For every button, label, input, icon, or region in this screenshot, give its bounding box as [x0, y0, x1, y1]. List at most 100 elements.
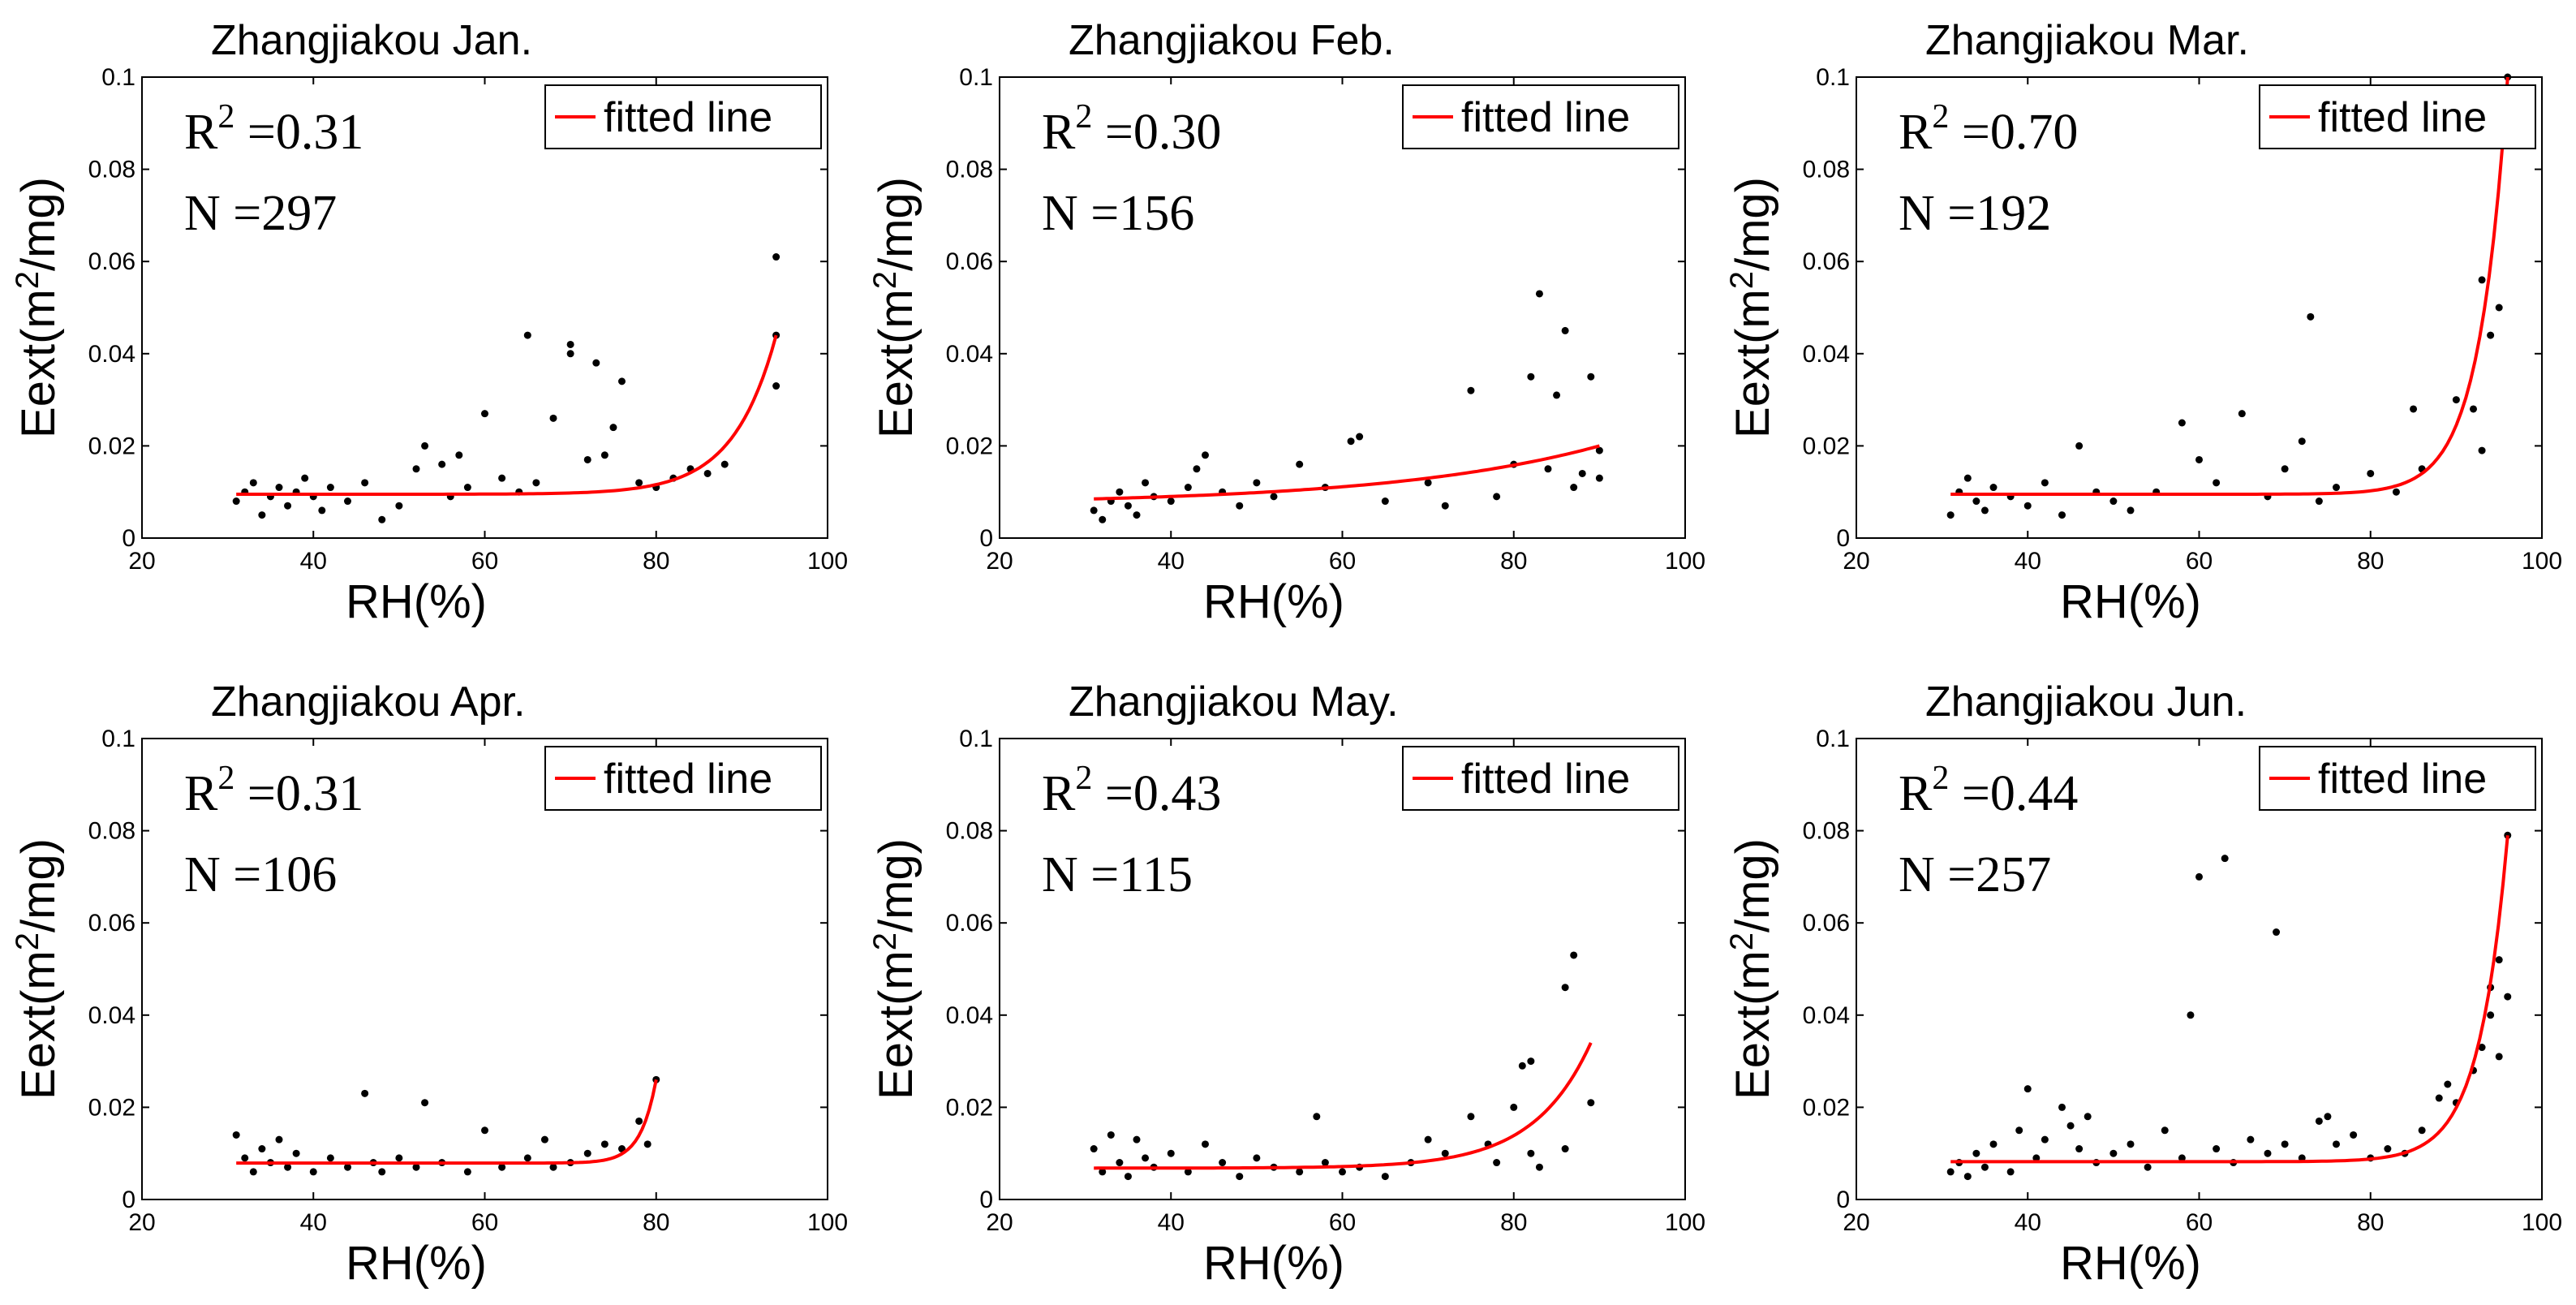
data-point: [540, 1135, 548, 1143]
y-tick-label: 0.1: [101, 64, 135, 91]
y-tick-label: 0: [979, 525, 993, 552]
y-tick-label: 0.08: [88, 157, 135, 183]
data-point: [1296, 460, 1304, 468]
data-point: [1561, 1145, 1569, 1153]
chart-panel: 20 40 60 80 100 0 0.02 0.04 0.06 0.08 0.1 Zhangjiak…: [1724, 678, 2562, 1290]
data-point: [463, 1168, 471, 1176]
data-point: [1381, 1173, 1389, 1181]
x-tick-label: 80: [2357, 1209, 2384, 1236]
y-tick-label: 0.08: [946, 818, 993, 845]
data-point: [249, 1168, 257, 1176]
data-point: [2187, 1011, 2195, 1019]
data-point: [1347, 437, 1355, 446]
fitted-line: [1950, 77, 2509, 496]
data-point: [2015, 1126, 2023, 1135]
data-point: [1313, 1113, 1321, 1121]
x-axis-label: RH(%): [346, 1237, 487, 1290]
data-point: [583, 1149, 591, 1157]
data-point: [566, 340, 574, 348]
chart-panel: 20 40 60 80 100 0 0.02 0.04 0.06 0.08 0.1 Zhangjiak…: [10, 17, 848, 628]
y-tick-label: 0.08: [88, 818, 135, 845]
data-point: [2195, 872, 2203, 881]
data-point: [1587, 1099, 1595, 1107]
data-point: [703, 469, 712, 477]
data-point: [378, 1168, 386, 1176]
x-tick-label: 80: [1500, 1209, 1527, 1236]
data-point: [2478, 1044, 2486, 1052]
data-point: [2495, 304, 2503, 312]
data-point: [1424, 479, 1432, 487]
data-point: [1356, 433, 1364, 441]
data-point: [1527, 373, 1535, 381]
data-point: [275, 484, 283, 492]
data-point: [2315, 497, 2323, 506]
data-point: [2478, 446, 2486, 454]
data-point: [600, 451, 609, 459]
data-point: [2006, 1168, 2015, 1176]
data-point: [2161, 1126, 2169, 1135]
data-point: [1972, 1149, 1980, 1157]
data-point: [2075, 1145, 2084, 1153]
data-point: [1510, 1103, 1518, 1111]
data-point: [361, 479, 369, 487]
data-point: [635, 1117, 643, 1125]
x-tick-label: 100: [1665, 548, 1705, 575]
data-point: [2084, 1113, 2092, 1121]
x-tick-label: 100: [807, 548, 848, 575]
legend-label: fitted line: [1461, 94, 1630, 141]
x-tick-label: 60: [1329, 1209, 1356, 1236]
data-point: [2195, 455, 2203, 463]
y-axis-label: Eext(m2/mg): [1724, 838, 1779, 1100]
x-axis-label: RH(%): [346, 575, 487, 628]
data-point: [2023, 502, 2032, 510]
data-point: [412, 465, 420, 473]
x-tick-label: 20: [986, 1209, 1013, 1236]
x-tick-label: 20: [1843, 548, 1869, 575]
sample-count-label: N =192: [1899, 186, 2051, 241]
legend-label: fitted line: [604, 756, 772, 803]
data-point: [481, 1126, 488, 1135]
x-tick-label: 40: [1158, 1209, 1185, 1236]
data-point: [618, 1145, 626, 1153]
x-tick-label: 40: [2015, 1209, 2041, 1236]
data-point: [772, 382, 781, 390]
data-point: [232, 497, 240, 506]
data-point: [1142, 479, 1150, 487]
r-squared-label: R2 =0.70: [1899, 98, 2078, 160]
data-point: [1561, 326, 1569, 334]
data-point: [318, 506, 326, 515]
data-point: [2470, 405, 2477, 413]
y-tick-label: 0.06: [946, 910, 993, 937]
data-point: [309, 1168, 317, 1176]
plot-area: [1856, 738, 2543, 1200]
data-point: [1133, 511, 1141, 519]
panel-title: Zhangjiakou Apr.: [211, 678, 525, 726]
data-point: [1184, 1168, 1192, 1176]
data-point: [1595, 474, 1603, 482]
panel-title: Zhangjiakou Jun.: [1925, 678, 2247, 726]
x-tick-label: 20: [1843, 1209, 1869, 1236]
panel-title: Zhangjiakou Feb.: [1069, 17, 1395, 64]
data-point: [2504, 831, 2512, 839]
y-tick-label: 0.1: [959, 726, 993, 752]
plot-area: [999, 738, 1686, 1200]
legend-label: fitted line: [2318, 94, 2487, 141]
y-tick-label: 0.04: [946, 1002, 993, 1029]
x-axis-label: RH(%): [1203, 575, 1344, 628]
data-point: [1424, 1135, 1432, 1143]
data-point: [1090, 506, 1098, 515]
sample-count-label: N =297: [184, 186, 337, 241]
data-point: [2066, 1122, 2075, 1130]
r-squared-label: R2 =0.43: [1042, 760, 1221, 821]
r-squared-label: R2 =0.30: [1042, 98, 1221, 160]
data-point: [326, 1154, 334, 1162]
data-point: [1133, 1135, 1141, 1143]
data-point: [1339, 1168, 1346, 1176]
y-axis-label: Eext(m2/mg): [10, 177, 65, 438]
y-tick-label: 0: [1836, 525, 1850, 552]
y-tick-label: 0.02: [1803, 1094, 1850, 1121]
data-point: [1090, 1145, 1098, 1153]
data-point: [1467, 386, 1475, 394]
chart-panel: 20 40 60 80 100 0 0.02 0.04 0.06 0.08 0.1 Zhangjiak…: [1724, 17, 2562, 628]
x-tick-label: 20: [128, 548, 155, 575]
